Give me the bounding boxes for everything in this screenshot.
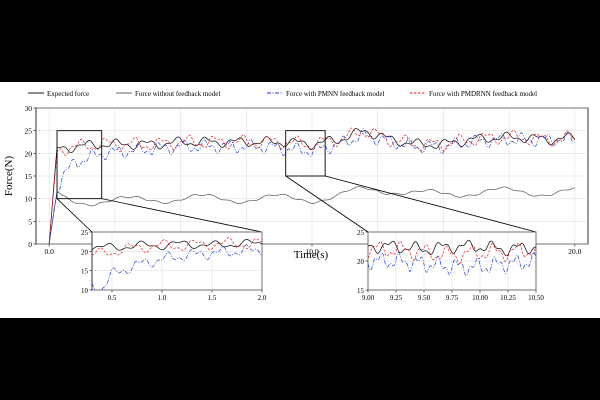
y-tick-label: 15 <box>81 268 89 276</box>
x-tick-label: 20.0 <box>568 247 581 256</box>
y-tick-label: 0 <box>28 240 32 249</box>
zoom-region-2 <box>285 130 326 177</box>
x-tick-label: 1.0 <box>158 294 167 302</box>
x-tick-label: 1.5 <box>208 294 217 302</box>
series-group <box>368 239 536 277</box>
series-group <box>92 237 262 290</box>
plot-frame <box>91 231 263 291</box>
series-line-2 <box>92 244 262 290</box>
series-group <box>48 127 576 244</box>
series-line-3 <box>368 240 536 265</box>
legend-label-2: Force with PMNN feedback model <box>286 90 384 98</box>
x-tick-label: 10.25 <box>500 294 516 302</box>
x-tick-label: 0.0 <box>44 247 54 256</box>
y-tick-label: 15 <box>25 172 33 181</box>
y-tick-label: 10 <box>25 195 33 204</box>
y-tick-label: 20 <box>25 149 33 158</box>
zoom-connector-2-b <box>325 175 537 233</box>
legend-label-3: Force with PMDRNN feedback model <box>429 90 537 98</box>
x-tick-label: 10.00 <box>472 294 488 302</box>
legend-label-0: Expected force <box>47 90 89 98</box>
zoom-connector-1-a <box>56 198 93 233</box>
y-tick-label: 25 <box>81 229 89 237</box>
y-tick-label: 25 <box>25 127 33 136</box>
series-line-3 <box>92 237 262 256</box>
zoom-connector-1-b <box>101 198 263 233</box>
y-tick-label: 20 <box>81 248 89 256</box>
x-tick-label: 9.25 <box>390 294 403 302</box>
y-tick-label: 10 <box>81 287 89 295</box>
inset-plot-left: 0.5 1.0 1.5 2.0 10 15 20 25 <box>81 229 267 302</box>
x-tick-label: 9.00 <box>362 294 375 302</box>
series-line-2 <box>368 251 536 277</box>
x-tick-label: 9.75 <box>446 294 459 302</box>
zoom-connector-2-a <box>285 175 369 233</box>
y-axis-label: Force(N) <box>3 156 15 197</box>
series-line-2 <box>48 128 576 244</box>
zoom-connectors <box>56 130 537 233</box>
x-tick-label: 2.0 <box>258 294 267 302</box>
series-line-3 <box>48 127 575 244</box>
x-tick-label: 9.50 <box>418 294 431 302</box>
y-tick-label: 30 <box>25 104 33 113</box>
y-tick-label: 5 <box>28 217 32 226</box>
inset-plot-right: 9.00 9.25 9.50 9.75 10.00 10.25 10.50 15 20 25 <box>357 229 544 302</box>
legend-label-1: Force without feedback model <box>135 90 220 98</box>
x-axis-label: Time(s) <box>294 249 329 261</box>
y-tick-label: 15 <box>357 287 365 295</box>
figure-canvas: Expected force Force without feedback mod… <box>0 82 600 318</box>
y-tick-label: 25 <box>357 229 365 237</box>
force-chart-figure: Expected force Force without feedback mod… <box>3 90 589 302</box>
x-tick-label: 10.0 <box>305 247 318 256</box>
y-tick-label: 20 <box>357 258 365 266</box>
legend: Expected force Force without feedback mod… <box>28 90 537 98</box>
series-line-0 <box>92 239 262 251</box>
series-line-0 <box>368 239 536 257</box>
zoom-region-1 <box>56 130 103 200</box>
series-line-1 <box>48 186 575 244</box>
x-tick-label: 0.5 <box>108 294 117 302</box>
x-tick-label: 10.50 <box>528 294 544 302</box>
